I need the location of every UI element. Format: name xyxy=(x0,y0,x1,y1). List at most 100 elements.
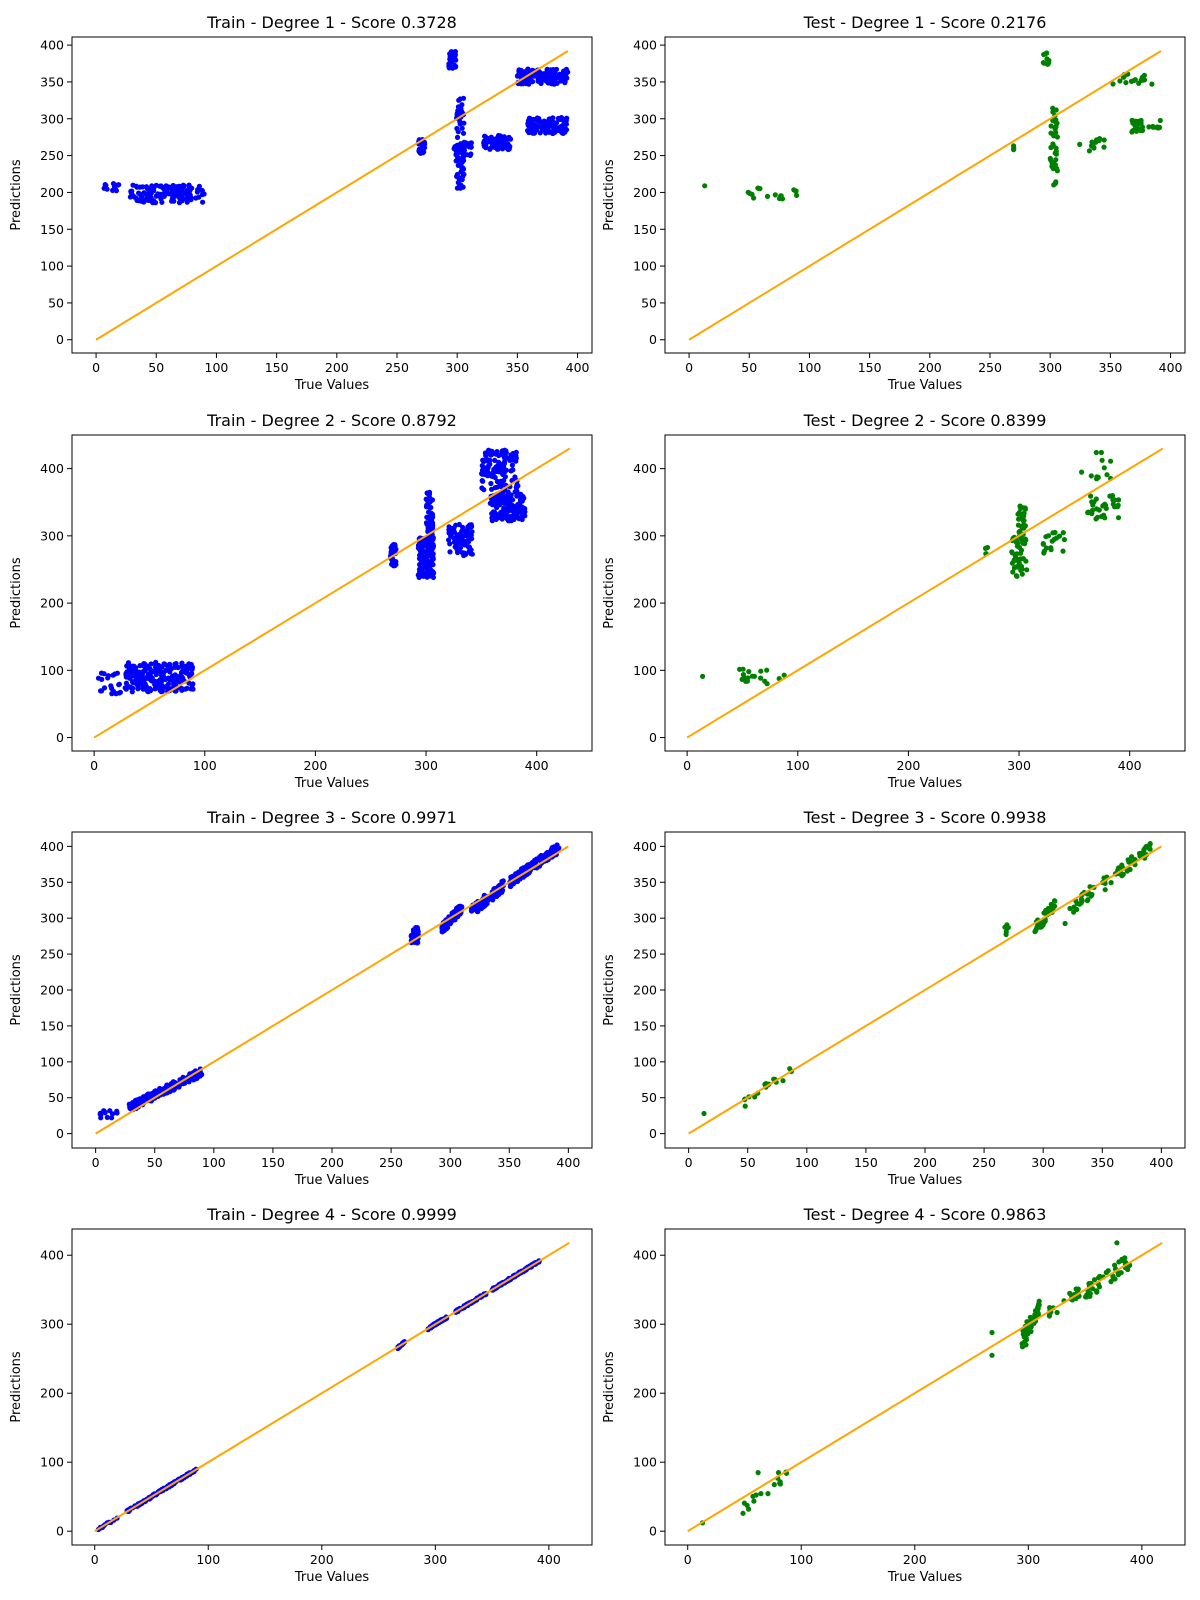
scatter-point xyxy=(1009,550,1016,556)
x-tick-label: 100 xyxy=(789,1552,813,1567)
scatter-point xyxy=(1115,515,1122,521)
scatter-point xyxy=(544,66,550,72)
scatter-point xyxy=(482,142,488,148)
scatter-point xyxy=(112,671,118,677)
x-tick-label: 350 xyxy=(1098,360,1122,375)
scatter-point xyxy=(1141,848,1147,854)
scatter-point xyxy=(482,471,488,478)
scatter-point xyxy=(1050,109,1056,115)
scatter-point xyxy=(139,681,145,688)
scatter-point xyxy=(1022,505,1028,511)
scatter-point xyxy=(758,668,764,674)
scatter-point xyxy=(1097,136,1103,142)
scatter-point xyxy=(1120,871,1126,877)
scatter-point xyxy=(1154,124,1160,130)
plot-area xyxy=(95,49,571,341)
scatter-point xyxy=(1110,81,1116,87)
scatter-point xyxy=(1107,493,1113,499)
x-tick-label: 50 xyxy=(148,360,164,375)
scatter-point xyxy=(1090,502,1096,508)
scatter-point xyxy=(1094,1288,1100,1294)
x-tick-label: 150 xyxy=(854,1155,878,1170)
scatter-point xyxy=(183,669,189,675)
scatter-point xyxy=(560,72,566,78)
scatter-point xyxy=(423,520,430,526)
scatter-point xyxy=(1050,105,1056,111)
scatter-point xyxy=(550,128,556,134)
scatter-point xyxy=(1136,850,1143,857)
scatter-point xyxy=(1019,1341,1025,1347)
scatter-point xyxy=(1056,533,1063,539)
scatter-point xyxy=(778,193,784,199)
scatter-point xyxy=(1090,1286,1096,1292)
scatter-point xyxy=(108,683,114,689)
scatter-point xyxy=(742,1103,748,1109)
scatter-point xyxy=(172,672,178,678)
scatter-point xyxy=(536,118,542,124)
scatter-point xyxy=(419,560,425,567)
y-tick-label: 300 xyxy=(40,528,64,543)
y-tick-label: 200 xyxy=(40,185,64,200)
scatter-point xyxy=(101,685,108,691)
y-axis-label: Predictions xyxy=(9,1351,24,1423)
scatter-point xyxy=(1061,537,1067,543)
scatter-point xyxy=(427,560,433,567)
ideal-fit-line xyxy=(688,845,1162,1135)
scatter-point xyxy=(158,1087,164,1093)
scatter-point xyxy=(499,878,505,885)
x-tick-label: 0 xyxy=(683,758,691,773)
scatter-point xyxy=(144,196,150,202)
x-tick-label: 0 xyxy=(684,1552,692,1567)
scatter-point xyxy=(391,543,397,549)
scatter-point xyxy=(1023,1342,1029,1348)
x-tick-label: 400 xyxy=(1130,1552,1154,1567)
scatter-point xyxy=(1053,145,1059,151)
x-tick-label: 300 xyxy=(423,1552,447,1567)
scatter-point xyxy=(457,121,463,127)
plot-area xyxy=(93,447,571,739)
scatter-point xyxy=(450,526,456,532)
scatter-point xyxy=(497,502,503,508)
scatter-point xyxy=(764,667,770,673)
x-tick-label: 0 xyxy=(90,758,98,773)
scatter-point xyxy=(1048,144,1054,151)
scatter-point xyxy=(482,465,488,471)
plot-area xyxy=(687,1240,1163,1533)
scatter-point xyxy=(542,852,548,858)
scatter-point xyxy=(151,198,157,204)
y-axis-label: Predictions xyxy=(9,159,24,231)
y-tick-label: 0 xyxy=(649,1126,657,1141)
scatter-point xyxy=(543,78,549,84)
scatter-point xyxy=(492,485,498,491)
scatter-point xyxy=(989,1329,995,1336)
x-tick-label: 300 xyxy=(438,1155,462,1170)
scatter-point xyxy=(772,192,778,198)
scatter-point xyxy=(200,199,206,205)
scatter-point xyxy=(1079,469,1085,475)
scatter-point xyxy=(740,1510,746,1516)
x-tick-label: 150 xyxy=(265,360,289,375)
ideal-fit-line xyxy=(94,1241,570,1533)
scatter-point xyxy=(554,80,560,86)
scatter-point xyxy=(162,188,168,194)
scatter-point xyxy=(1091,1277,1098,1283)
scatter-point xyxy=(559,130,565,136)
scatter-point xyxy=(1099,457,1105,463)
scatter-point xyxy=(480,478,486,484)
x-tick-label: 200 xyxy=(320,1155,344,1170)
y-tick-label: 300 xyxy=(633,911,657,926)
scatter-point xyxy=(447,549,453,555)
scatter-point xyxy=(1126,859,1132,865)
x-tick-label: 250 xyxy=(972,1155,996,1170)
scatter-point xyxy=(483,453,489,459)
y-tick-label: 350 xyxy=(40,74,64,89)
x-tick-label: 200 xyxy=(303,758,327,773)
scatter-point xyxy=(1093,516,1099,522)
scatter-point xyxy=(771,1482,777,1488)
scatter-point xyxy=(1150,124,1156,130)
plot-frame xyxy=(71,434,593,752)
scatter-point xyxy=(155,678,161,684)
scatter-point xyxy=(1052,126,1058,132)
scatter-point xyxy=(411,929,417,936)
scatter-point xyxy=(147,666,153,672)
